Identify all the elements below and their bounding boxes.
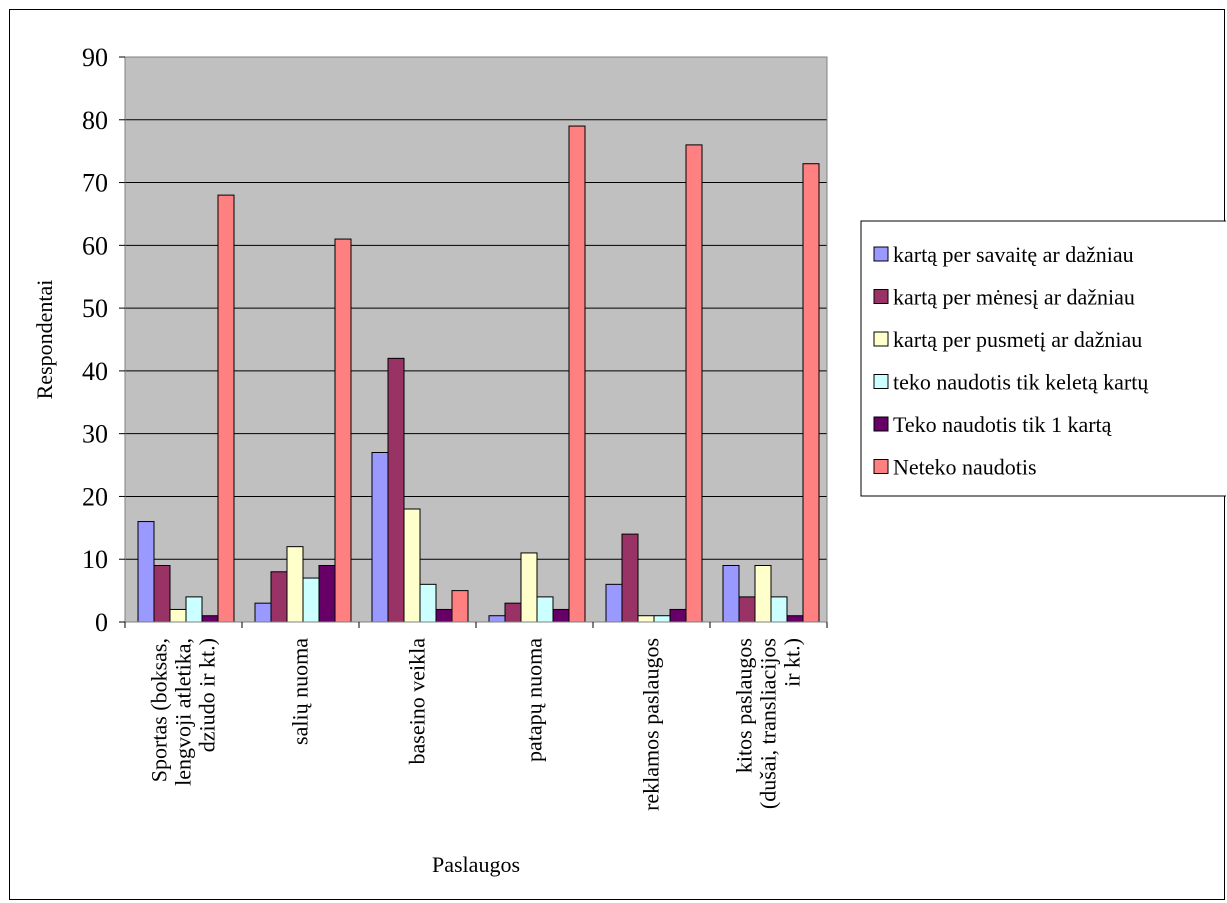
bar-1-4 xyxy=(318,565,336,623)
category-label: salių nuoma xyxy=(288,638,313,745)
bar-3-4 xyxy=(552,608,570,623)
bar-3-1 xyxy=(504,602,522,623)
bar-2-3 xyxy=(419,583,437,623)
category-label: reklamos paslaugos xyxy=(639,638,664,811)
bar-5-5 xyxy=(802,163,820,623)
bar-4-2 xyxy=(637,615,655,623)
y-tick-label: 30 xyxy=(82,420,108,449)
y-tick-label: 90 xyxy=(82,43,108,72)
bar-5-0 xyxy=(722,565,740,623)
y-tick-label: 60 xyxy=(82,231,108,260)
legend-label: kartą per savaitę ar dažniau xyxy=(893,242,1134,267)
bar-3-3 xyxy=(536,596,554,623)
bar-2-0 xyxy=(371,452,389,623)
bar-0-3 xyxy=(185,596,203,623)
legend-swatch xyxy=(873,374,889,389)
bar-5-3 xyxy=(770,596,788,623)
category-label: ir kt.) xyxy=(780,638,805,687)
y-tick-label: 0 xyxy=(95,608,108,637)
category-label: (dušai, transliacijos xyxy=(756,638,781,809)
y-tick-label: 10 xyxy=(82,545,108,574)
legend-label: Neteko naudotis xyxy=(893,455,1037,480)
bar-1-3 xyxy=(302,577,320,623)
y-tick-label: 70 xyxy=(82,169,108,198)
y-axis-title: Respondentai xyxy=(32,280,57,400)
legend-label: kartą per pusmetį ar dažniau xyxy=(893,327,1142,352)
bar-1-0 xyxy=(254,602,272,623)
bar-4-0 xyxy=(605,583,623,623)
legend: kartą per savaitę ar dažniau kartą per mė… xyxy=(860,220,1226,497)
legend-box xyxy=(860,220,1226,497)
plot-area xyxy=(125,57,827,622)
y-tick-label: 40 xyxy=(82,357,108,386)
legend-label: teko naudotis tik keletą kartų xyxy=(893,370,1149,395)
bar-0-2 xyxy=(169,608,187,623)
y-tick-label: 50 xyxy=(82,294,108,323)
category-label: Sportas (boksas, xyxy=(147,638,172,782)
category-label: patapų nuoma xyxy=(522,638,547,762)
bar-5-1 xyxy=(738,596,756,623)
bar-5-4 xyxy=(786,615,804,623)
legend-label: Teko naudotis tik 1 kartą xyxy=(893,412,1112,437)
legend-swatch xyxy=(873,289,889,304)
legend-swatch xyxy=(873,459,889,474)
y-tick-label: 80 xyxy=(82,106,108,135)
bar-2-1 xyxy=(387,357,405,623)
chart-frame: 0 10 20 30 40 50 60 70 80 90 Sportas (boksas, leng… xyxy=(9,9,1226,900)
category-labels: Sportas (boksas, lengvoji atletika, dziudo… xyxy=(124,622,828,811)
bar-4-3 xyxy=(653,615,671,623)
bars xyxy=(137,125,820,623)
bar-3-2 xyxy=(520,552,538,623)
legend-swatch xyxy=(873,246,889,262)
bar-5-2 xyxy=(754,565,772,623)
y-tick-label: 20 xyxy=(82,482,108,511)
category-label: dziudo ir kt.) xyxy=(195,638,220,752)
bar-1-5 xyxy=(334,238,352,623)
legend-swatch xyxy=(873,331,889,347)
y-tick-labels: 0 10 20 30 40 50 60 70 80 90 xyxy=(82,43,125,637)
bar-4-4 xyxy=(669,608,687,623)
bar-2-4 xyxy=(435,608,453,623)
category-label: kitos paslaugos xyxy=(732,638,757,773)
bar-0-4 xyxy=(201,615,219,623)
bar-3-5 xyxy=(568,125,586,623)
legend-swatch xyxy=(873,416,889,432)
bar-0-1 xyxy=(153,565,171,623)
bar-1-1 xyxy=(270,571,288,623)
legend-label: kartą per mėnesį ar dažniau xyxy=(893,285,1135,310)
category-label: lengvoji atletika, xyxy=(171,638,196,786)
bar-4-5 xyxy=(685,144,703,623)
bar-0-0 xyxy=(137,521,155,623)
x-axis-title: Paslaugos xyxy=(432,852,520,877)
bar-4-1 xyxy=(621,533,639,623)
bar-2-5 xyxy=(451,590,469,623)
bar-0-5 xyxy=(217,194,235,623)
category-label: baseino veikla xyxy=(405,638,430,765)
bar-2-2 xyxy=(403,508,421,623)
bar-1-2 xyxy=(286,546,304,623)
bar-3-0 xyxy=(488,615,506,623)
chart-svg: 0 10 20 30 40 50 60 70 80 90 Sportas (boksas, leng… xyxy=(32,43,1226,877)
